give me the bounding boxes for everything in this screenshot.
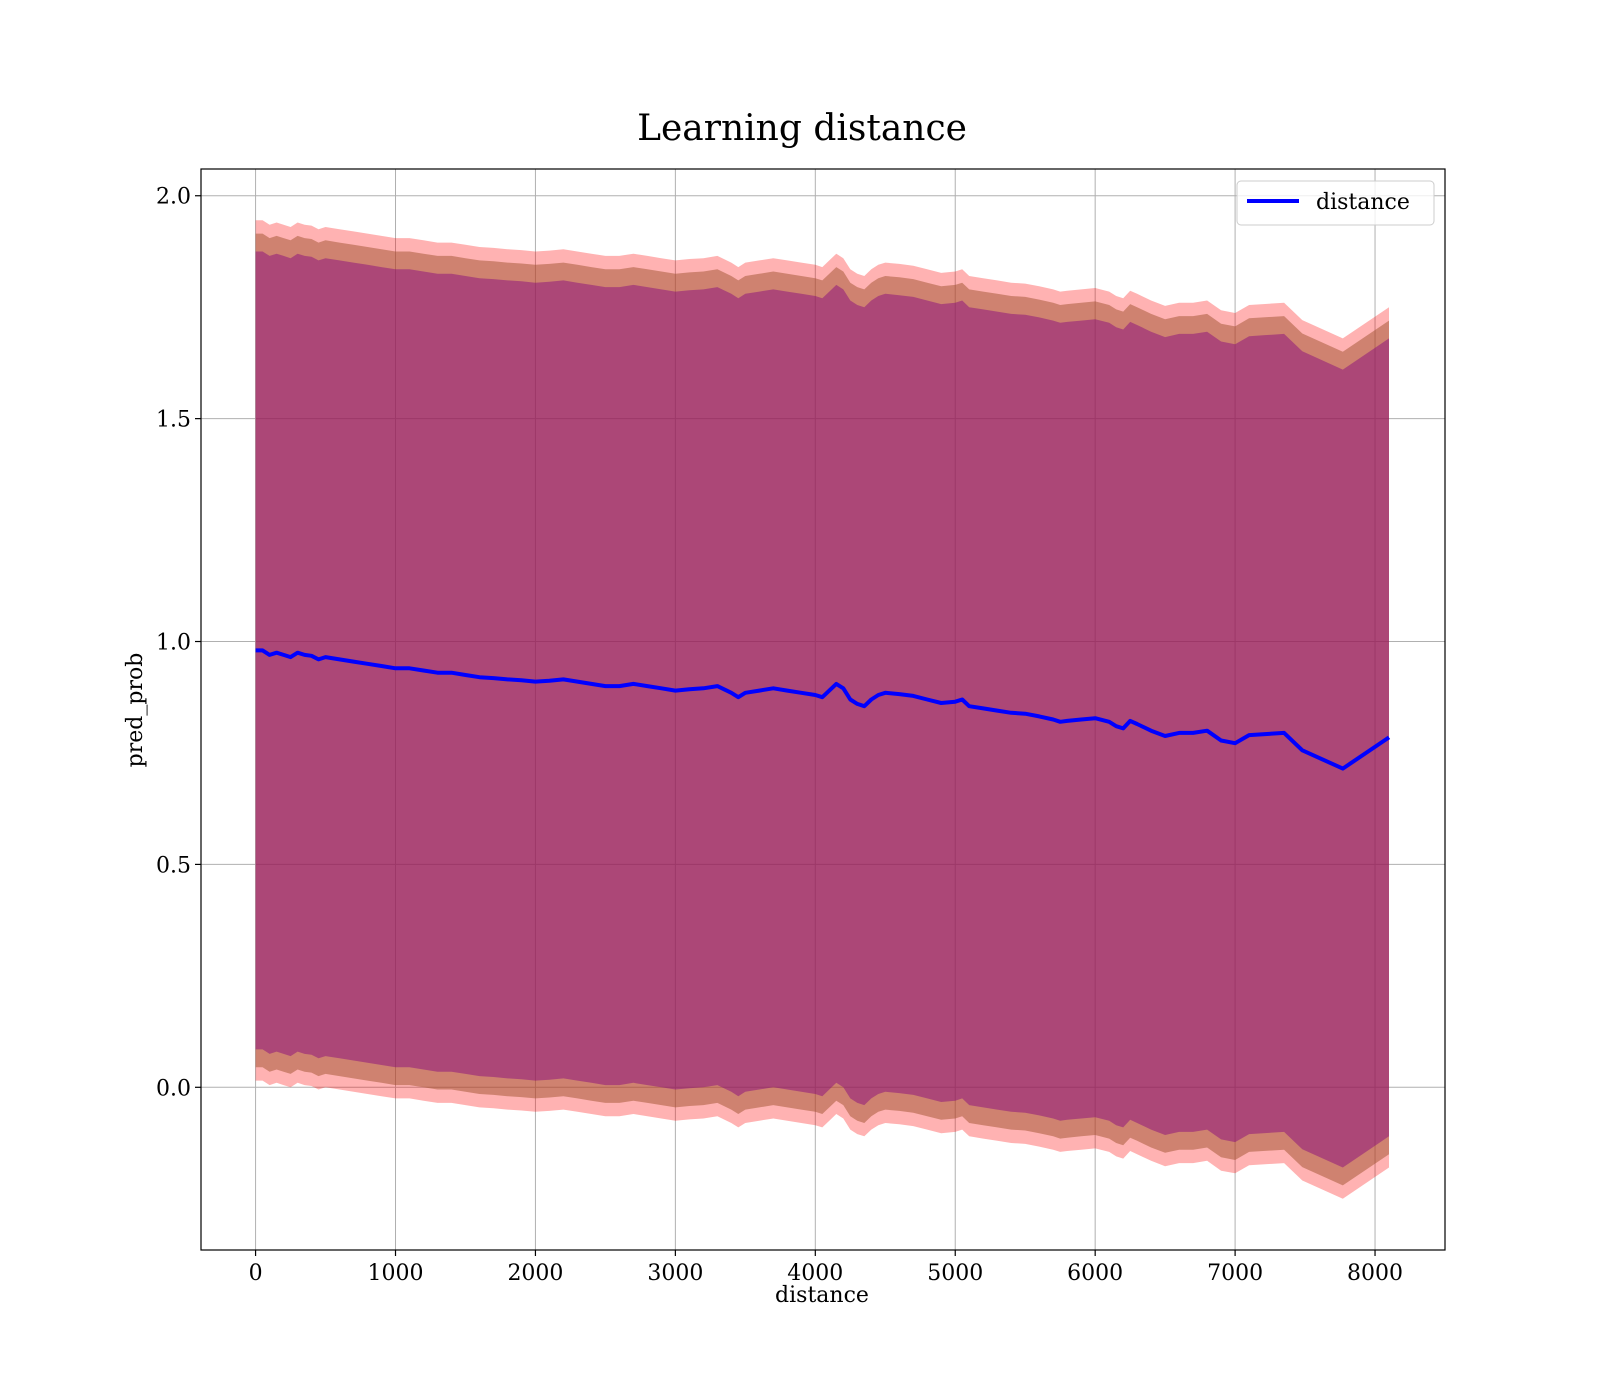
series-line-distance	[255, 648, 1391, 771]
x-tick-label: 4000	[787, 1261, 843, 1286]
y-tick-label: 0.5	[156, 853, 191, 878]
confidence-band-2	[255, 251, 1390, 1168]
x-tick-label: 8000	[1347, 1261, 1403, 1286]
confidence-bands	[255, 220, 1390, 1199]
x-tick-label: 6000	[1067, 1261, 1123, 1286]
x-tick-label: 0	[249, 1261, 263, 1286]
x-tick-label: 1000	[368, 1261, 424, 1286]
y-axis-ticks: 0.0 0.5 1.0 1.5 2.0	[156, 185, 201, 1101]
y-tick-label: 2.0	[156, 185, 191, 210]
legend: distance	[1236, 180, 1435, 226]
x-tick-label: 2000	[507, 1261, 563, 1286]
y-tick-label: 1.5	[156, 408, 191, 433]
chart-title: Learning distance	[637, 108, 967, 149]
x-axis-label: distance	[775, 1283, 869, 1308]
x-tick-label: 5000	[927, 1261, 983, 1286]
confidence-band-1	[255, 233, 1390, 1186]
series-lines	[255, 648, 1391, 771]
y-tick-label: 1.0	[156, 631, 191, 656]
plot-frame	[200, 168, 1446, 1251]
x-axis-ticks: 0 1000 2000 3000 4000 5000 6000 7000 8000	[249, 1250, 1403, 1286]
y-axis-label: pred_prob	[123, 653, 148, 768]
x-tick-label: 3000	[647, 1261, 703, 1286]
legend-label-distance: distance	[1316, 190, 1410, 215]
x-tick-label: 7000	[1207, 1261, 1263, 1286]
legend-box	[1236, 180, 1435, 226]
y-tick-label: 0.0	[156, 1076, 191, 1101]
